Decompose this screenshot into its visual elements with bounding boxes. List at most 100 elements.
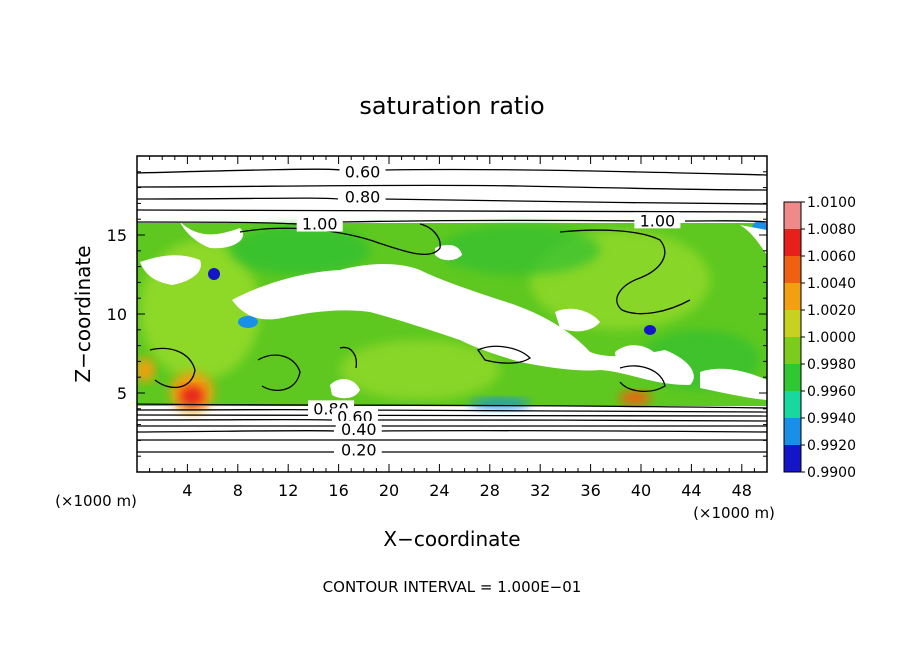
x-unit-right: (×1000 m) <box>693 504 775 522</box>
warm-spot-halo <box>137 358 155 382</box>
colorbar-swatch <box>784 229 801 257</box>
subsaturated-region <box>700 368 767 400</box>
contour-line <box>619 365 666 392</box>
colorbar-label: 1.0000 <box>807 330 856 346</box>
contour-line <box>477 345 532 364</box>
colorbar-swatch <box>784 418 801 446</box>
subsaturated-region <box>740 225 767 255</box>
colorbar-swatch <box>784 364 801 392</box>
x-tick-label: 16 <box>328 481 348 500</box>
colorbar-swatch <box>784 445 801 473</box>
subsaturated-regions <box>140 222 767 400</box>
contour-label-bg <box>331 408 378 425</box>
contour-label: 0.20 <box>341 440 377 459</box>
chart-title: saturation ratio <box>359 92 544 120</box>
y-tick-label: 10 <box>107 305 127 324</box>
colorbar-label: 1.0100 <box>807 195 856 211</box>
y-tick-label: 5 <box>117 384 127 403</box>
contour-label-bg <box>335 441 382 458</box>
contour-label: 1.00 <box>640 211 676 230</box>
contour-line <box>137 184 767 191</box>
field-patch-dark <box>230 225 370 275</box>
colorbar: 1.0100 1.0080 1.0060 1.0040 1.0020 1.0000 0.99… <box>783 195 856 481</box>
x-tick-label: 4 <box>182 481 192 500</box>
subsaturated-region <box>330 378 360 399</box>
contour-line <box>137 197 339 200</box>
x-tick-label: 36 <box>580 481 600 500</box>
contour-line <box>339 219 641 223</box>
subsaturated-region <box>180 222 244 249</box>
colorbar-label: 1.0020 <box>807 303 856 319</box>
field-patch-light <box>340 340 500 400</box>
x-axis: 4 8 12 16 20 24 28 32 36 40 44 48 X−coordinate (×10… <box>55 156 775 551</box>
x-unit-left: (×1000 m) <box>55 492 137 510</box>
colorbar-labels: 1.0100 1.0080 1.0060 1.0040 1.0020 1.0000 0.99… <box>801 195 856 481</box>
x-ticks <box>149 156 755 472</box>
colorbar-label: 1.0080 <box>807 222 856 238</box>
contour-label: 1.00 <box>302 215 338 234</box>
contour-line <box>137 221 298 225</box>
subsaturated-region <box>140 255 201 285</box>
x-tick-labels: 4 8 12 16 20 24 28 32 36 40 44 48 <box>182 481 752 500</box>
contour-line <box>377 429 767 433</box>
subsaturated-region <box>232 264 694 385</box>
contour-labels: 0.600.801.00 1.000.800.600.400.20 <box>296 162 681 459</box>
y-ticks <box>137 171 767 457</box>
contour-line <box>137 168 341 174</box>
colorbar-label: 0.9900 <box>807 465 856 481</box>
colorbar-swatch <box>784 256 801 284</box>
contour-line <box>381 198 767 205</box>
contour-line <box>137 414 767 417</box>
contour-line <box>257 354 301 392</box>
contour-label: 0.60 <box>345 162 381 181</box>
warm-spot-halo <box>619 391 651 405</box>
contour-line <box>137 403 767 409</box>
colorbar-label: 0.9920 <box>807 438 856 454</box>
y-axis: 5 10 15 Z−coordinate <box>71 171 767 457</box>
y-tick-label: 15 <box>107 226 127 245</box>
contour-line <box>149 347 196 389</box>
x-tick-label: 12 <box>278 481 298 500</box>
contour-label-bg <box>634 212 681 229</box>
x-tick-label: 40 <box>631 481 651 500</box>
field-patch-dark <box>440 225 600 275</box>
colorbar-label: 0.9960 <box>807 384 856 400</box>
cool-spot <box>238 316 258 328</box>
contour-label-bg <box>339 163 386 180</box>
subsaturated-region <box>555 308 600 332</box>
x-tick-label: 24 <box>429 481 449 500</box>
contour-line <box>684 220 767 223</box>
contour-line <box>239 223 441 255</box>
contour-label: 0.40 <box>341 420 377 439</box>
colorbar-label: 1.0060 <box>807 249 856 265</box>
colorbar-label: 0.9980 <box>807 357 856 373</box>
contour-label-bg <box>335 420 382 437</box>
y-tick-labels: 5 10 15 <box>107 226 127 403</box>
x-tick-label: 44 <box>681 481 701 500</box>
contour-line <box>371 419 767 422</box>
colorbar-label: 1.0040 <box>807 276 856 292</box>
contour-interval-note: CONTOUR INTERVAL = 1.000E−01 <box>323 578 582 596</box>
contour-line <box>137 429 335 433</box>
x-tick-label: 8 <box>233 481 243 500</box>
contour-line <box>339 346 358 369</box>
contour-line <box>355 409 767 413</box>
x-tick-label: 48 <box>732 481 752 500</box>
contour-lines <box>137 168 767 453</box>
colorbar-swatch <box>784 202 801 230</box>
contour-line <box>137 209 767 213</box>
contour-line <box>559 229 691 315</box>
contour-label: 0.80 <box>345 188 381 207</box>
colorbar-swatch <box>784 310 801 338</box>
contour-line <box>383 168 767 176</box>
colorbar-swatch <box>784 337 801 365</box>
x-axis-label: X−coordinate <box>383 527 520 551</box>
contour-label-bg <box>339 188 386 205</box>
subsaturated-region <box>435 244 462 261</box>
x-tick-label: 32 <box>530 481 550 500</box>
warm-spot-core <box>180 386 204 406</box>
colorbar-label: 0.9940 <box>807 411 856 427</box>
colorbar-swatch <box>784 283 801 311</box>
contour-label-bg <box>296 215 343 232</box>
colorbar-swatch <box>784 391 801 419</box>
